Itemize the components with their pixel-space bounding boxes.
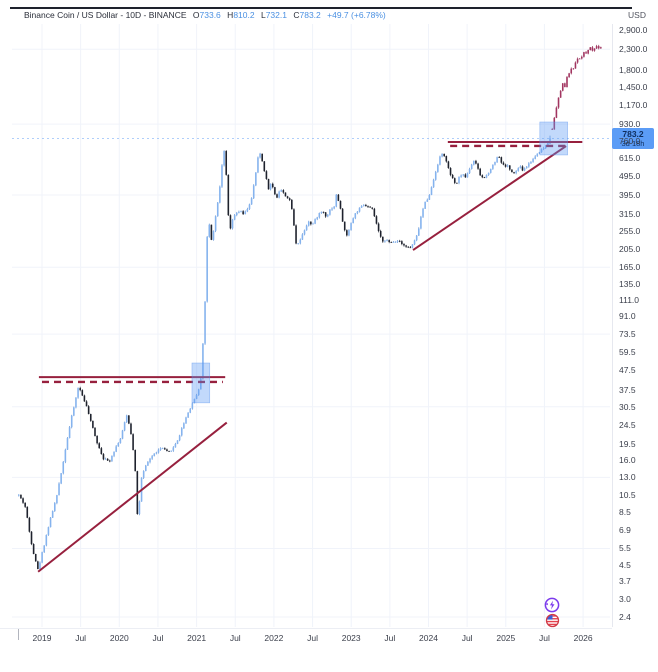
time-axis-tick: Jul [539,633,550,643]
symbol-legend: Binance Coin / US Dollar - 10D - BINANCE… [24,10,386,20]
left-ascending-triangle[interactable] [37,362,228,573]
symbol-title: Binance Coin / US Dollar - 10D - BINANCE [24,10,187,20]
ohlc-low-key: L [260,10,266,20]
time-axis-tick: Jul [461,633,473,643]
ohlc-open-key: O [192,10,200,20]
ohlc-close-value: 783.2 [299,10,321,20]
price-axis-tick: 255.0 [619,226,641,237]
drawing-layer[interactable] [37,121,583,573]
price-axis-tick: 5.5 [619,543,631,554]
price-axis-tick: 2,900.0 [619,25,648,36]
ohlc-open-value: 733.6 [199,10,221,20]
price-axis[interactable]: 783.2 3d 18h 2,900.0 2,300.0 1,800.0 1,450.… [612,24,658,627]
ascending-trendline[interactable] [37,421,228,573]
price-axis-tick: 205.0 [619,244,641,255]
price-axis-tick: 2,300.0 [619,44,648,55]
time-axis-tick: 2019 [32,633,52,643]
ascending-trendline[interactable] [412,145,567,251]
price-axis-tick: 760.0 [619,135,641,146]
currency-label: USD [628,10,646,20]
flag-avatar-icon[interactable] [545,613,560,628]
time-axis-tick: 2025 [496,633,516,643]
price-axis-tick: 111.0 [619,294,640,305]
time-axis[interactable]: 2019 Jul 2020 Jul 2021 Jul 2022 Jul 2023 Jul 2024 J… [0,628,612,649]
price-axis-tick: 930.0 [619,119,641,130]
time-axis-tick: 2026 [573,633,593,643]
change-value: +49.7 (+6.78%) [327,10,386,20]
price-axis-tick: 47.5 [619,365,636,376]
breakout-highlight-box[interactable] [191,362,211,404]
last-price-value: 783.2 [622,129,644,140]
price-axis-tick: 495.0 [619,171,641,182]
price-axis-tick: 135.0 [619,278,641,289]
time-axis-tick: Jul [229,633,241,643]
price-axis-tick: 30.5 [619,401,636,412]
price-axis-tick: 395.0 [619,190,641,200]
price-axis-tick: 8.5 [619,507,631,518]
price-axis-tick: 16.0 [619,455,636,466]
projected-path-series [551,44,602,130]
price-axis-tick: 13.0 [619,472,636,483]
price-axis-tick: 6.9 [619,524,631,535]
breakout-highlight-box[interactable] [539,121,568,156]
ohlc-low-value: 732.1 [265,10,287,20]
time-axis-tick: 2021 [187,633,207,643]
ohlc-high-key: H [227,10,234,20]
price-axis-tick: 1,800.0 [619,64,648,75]
time-axis-tick: 2020 [109,633,129,643]
data-start-tick [18,629,19,640]
price-axis-tick: 24.5 [619,419,636,430]
price-axis-tick: 3.7 [619,576,631,587]
price-axis-tick: 10.5 [619,489,636,500]
price-axis-tick: 37.5 [619,384,636,395]
price-axis-tick: 315.0 [619,208,641,219]
price-axis-tick: 19.5 [619,438,636,449]
right-ascending-triangle[interactable] [412,121,583,251]
ohlc-high-value: 810.2 [233,10,255,20]
price-axis-tick: 59.5 [619,346,636,357]
bar-countdown: 3d 18h [621,139,645,149]
price-axis-tick: 165.0 [619,262,641,273]
candlestick-series [18,135,551,570]
time-axis-tick: Jul [384,633,396,643]
time-axis-tick: Jul [75,633,87,643]
price-axis-tick: 91.0 [619,311,636,322]
replay-lightning-icon[interactable] [544,597,560,613]
grid-layer [12,24,610,627]
price-axis-tick: 73.5 [619,329,636,340]
price-axis-tick: 2.4 [619,612,631,623]
window-top-border [10,7,632,9]
time-axis-tick: 2022 [264,633,284,643]
price-axis-tick: 1,170.0 [619,100,648,111]
price-axis-tick: 1,450.0 [619,82,648,93]
price-axis-tick: 4.5 [619,560,631,571]
last-price-label: 783.2 3d 18h [612,128,654,150]
time-axis-tick: 2024 [419,633,438,643]
time-axis-tick: Jul [152,633,164,643]
price-axis-tick: 3.0 [619,593,631,604]
ohlc-close-key: C [293,10,300,20]
time-axis-tick: Jul [307,633,318,643]
price-axis-tick: 615.0 [619,153,641,164]
time-axis-tick: 2023 [341,633,361,643]
